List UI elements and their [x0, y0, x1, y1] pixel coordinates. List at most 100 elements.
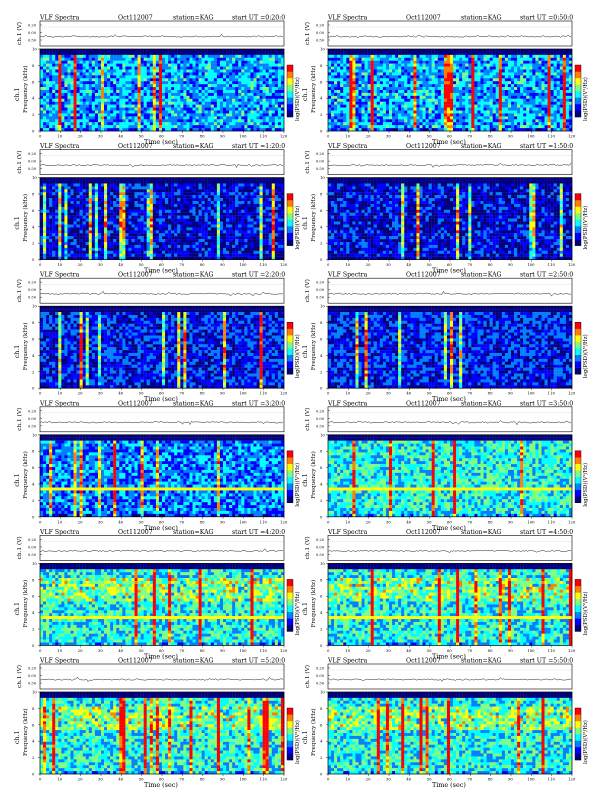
spectrogram-cell [61, 70, 64, 73]
spectrogram-cell [52, 58, 55, 61]
spectrogram-cell [180, 87, 183, 90]
spectrogram-cell [74, 75, 77, 78]
spectrogram-cell [52, 105, 55, 108]
spectrogram-cell [150, 61, 153, 64]
spectrogram-cell [80, 113, 83, 116]
spectrogram-cell [107, 119, 110, 122]
spectrogram-cell [83, 61, 86, 64]
spectrogram-cell [168, 93, 171, 96]
spectrogram-cell [98, 119, 101, 122]
spectrogram-cell [74, 116, 77, 119]
panel-start-time: start UT =0:20:0 [232, 15, 285, 22]
spectrogram-cell [162, 93, 165, 96]
spectrogram-cell [77, 61, 80, 64]
spectrogram-cell [74, 61, 77, 64]
spectrogram-cell [119, 87, 122, 90]
spectrogram-cell [132, 122, 135, 125]
spectrogram-cell [144, 81, 147, 84]
spectrogram-cell [141, 52, 144, 55]
spectrogram-cell [162, 70, 165, 73]
spectrogram-cell [122, 52, 125, 55]
spectrogram-cell [89, 108, 92, 111]
spectrogram-cell [125, 70, 128, 73]
spectrogram-cell [101, 87, 104, 90]
spectrogram-cell [107, 55, 110, 58]
spectrogram-cell [183, 116, 186, 119]
spectrogram-cell [132, 72, 135, 75]
spectrogram-cell [141, 67, 144, 70]
spectrogram-cell [132, 99, 135, 102]
spectrogram-cell [92, 64, 95, 67]
spectrogram-cell [86, 81, 89, 84]
spectrogram-cell [159, 108, 162, 111]
spectrogram-cell [135, 78, 138, 81]
spectrogram-cell [83, 90, 86, 93]
spectrogram-cell [147, 96, 150, 99]
spectrogram-cell [80, 90, 83, 93]
spectrogram-cell [186, 111, 189, 114]
spectrogram-cell [107, 87, 110, 90]
spectrogram-cell [113, 105, 116, 108]
spectrogram-cell [125, 84, 128, 87]
spectrogram-cell [165, 108, 168, 111]
spectrogram-cell [162, 96, 165, 99]
spectrogram-cell [116, 125, 119, 128]
spectrogram-cell [86, 87, 89, 90]
spectrogram-cell [147, 75, 150, 78]
spectrogram-cell [74, 111, 77, 114]
spectrogram-cell [119, 52, 122, 55]
spectrogram-cell [98, 99, 101, 102]
spectrogram-cell [125, 55, 128, 58]
spectrogram-cell [193, 99, 196, 102]
spectrogram-cell [183, 78, 186, 81]
spectrogram-cell [101, 111, 104, 114]
spectrogram-cell [101, 102, 104, 105]
spectrogram-cell [61, 84, 64, 87]
spectrogram-cell [128, 119, 131, 122]
spectrogram-cell [141, 116, 144, 119]
spectrogram-cell [49, 99, 52, 102]
spectrogram-cell [49, 64, 52, 67]
spectrogram-cell [64, 122, 67, 125]
spectrogram-cell [138, 99, 141, 102]
spectrogram-cell [86, 64, 89, 67]
spectrogram-cell [40, 55, 43, 58]
spectrogram-cell [107, 49, 110, 52]
spectrogram-cell [49, 102, 52, 105]
spectrogram-cell [125, 93, 128, 96]
spectrogram-cell [89, 55, 92, 58]
spectrogram-cell [135, 105, 138, 108]
spectrogram-cell [64, 61, 67, 64]
spectrogram-cell [43, 70, 46, 73]
spectrogram-cell [83, 102, 86, 105]
spectrogram-cell [168, 96, 171, 99]
spectrogram-cell [171, 99, 174, 102]
spectrogram-cell [86, 99, 89, 102]
spectrogram-cell [43, 125, 46, 128]
spectrogram-cell [125, 81, 128, 84]
spectrogram-cell [61, 67, 64, 70]
spectrogram-cell [168, 105, 171, 108]
spectrogram-cell [128, 116, 131, 119]
spectrogram-cell [186, 70, 189, 73]
spectrogram-cell [98, 67, 101, 70]
spectrogram-cell [128, 64, 131, 67]
spectrogram-cell [52, 119, 55, 122]
spectrogram-cell [43, 96, 46, 99]
spectrogram-cell [183, 75, 186, 78]
spectrogram-cell [165, 96, 168, 99]
spectrogram-cell [52, 99, 55, 102]
spectrogram-cell [98, 111, 101, 114]
spectrogram-cell [58, 96, 61, 99]
spectrogram-cell [86, 125, 89, 128]
spectrogram-cell [186, 108, 189, 111]
spectrogram-cell [138, 108, 141, 111]
spectrogram-cell [101, 64, 104, 67]
spectrogram-cell [107, 52, 110, 55]
spectrogram-cell [71, 111, 74, 114]
spectrogram-cell [162, 105, 165, 108]
spectrogram-cell [110, 58, 113, 61]
spectrogram-cell [153, 125, 156, 128]
spectrogram-cell [180, 78, 183, 81]
spectrogram-cell [150, 64, 153, 67]
